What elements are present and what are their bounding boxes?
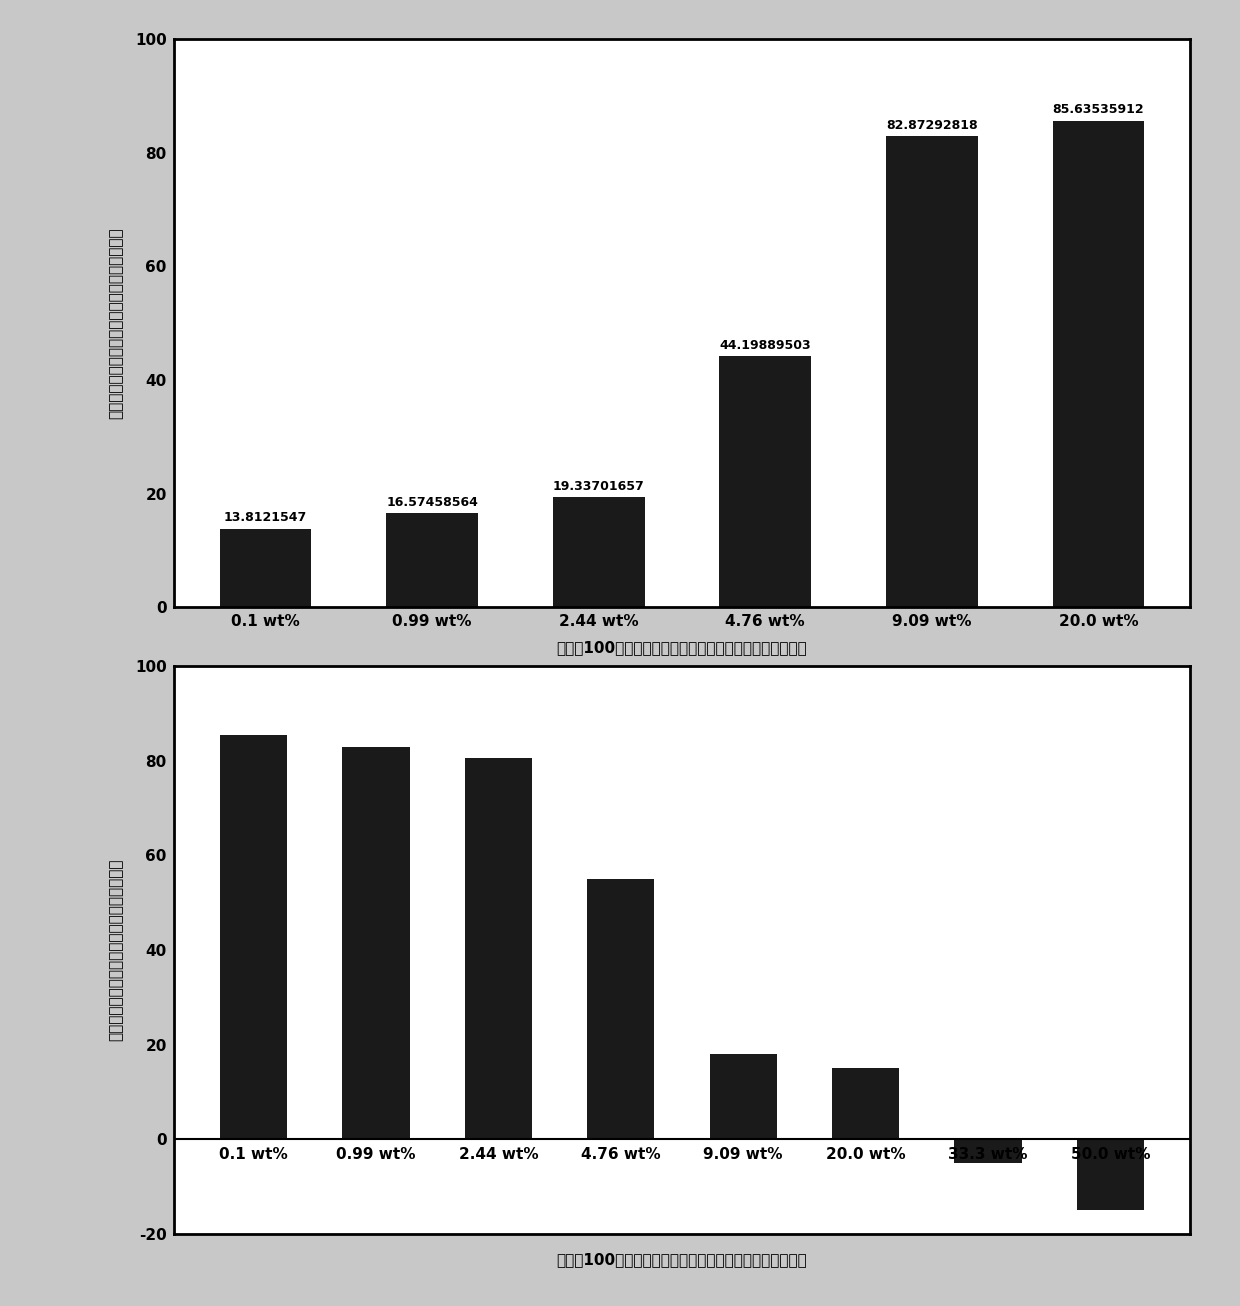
Y-axis label: 附着造影材料之后露出的官能基的比例（％）: 附着造影材料之后露出的官能基的比例（％） bbox=[109, 859, 124, 1041]
Bar bbox=[1053, 120, 1145, 607]
Text: 20.0 wt%: 20.0 wt% bbox=[826, 1147, 905, 1161]
Text: 85.63535912: 85.63535912 bbox=[1053, 103, 1145, 116]
Text: 4.76 wt%: 4.76 wt% bbox=[582, 1147, 661, 1161]
Bar bbox=[342, 747, 409, 1139]
Text: 19.33701657: 19.33701657 bbox=[553, 479, 645, 492]
Bar bbox=[387, 513, 477, 607]
Bar bbox=[553, 498, 645, 607]
Text: 0.99 wt%: 0.99 wt% bbox=[336, 1147, 415, 1161]
Bar bbox=[465, 759, 532, 1139]
Bar bbox=[219, 529, 311, 607]
X-axis label: 相对于100重量份的载体粒子的造影材料的使用比例（％）: 相对于100重量份的载体粒子的造影材料的使用比例（％） bbox=[557, 640, 807, 656]
Bar bbox=[887, 137, 977, 607]
Text: 9.09 wt%: 9.09 wt% bbox=[703, 1147, 782, 1161]
Bar bbox=[832, 1068, 899, 1139]
Text: 0.1 wt%: 0.1 wt% bbox=[219, 1147, 288, 1161]
Bar bbox=[1076, 1139, 1145, 1211]
Bar bbox=[219, 735, 288, 1139]
Text: 50.0 wt%: 50.0 wt% bbox=[1071, 1147, 1151, 1161]
Bar bbox=[587, 879, 655, 1139]
Text: 44.19889503: 44.19889503 bbox=[719, 338, 811, 351]
Text: 16.57458564: 16.57458564 bbox=[386, 495, 479, 508]
X-axis label: 相对于100重量份的载体粒子的造影材料的使用比例（％）: 相对于100重量份的载体粒子的造影材料的使用比例（％） bbox=[557, 1252, 807, 1267]
Text: 33.3 wt%: 33.3 wt% bbox=[949, 1147, 1028, 1161]
Y-axis label: 总能团中附着有造影材料的官能基的比例（％）: 总能团中附着有造影材料的官能基的比例（％） bbox=[109, 227, 124, 419]
Bar bbox=[719, 357, 811, 607]
Text: 2.44 wt%: 2.44 wt% bbox=[459, 1147, 538, 1161]
Text: 82.87292818: 82.87292818 bbox=[887, 119, 977, 132]
Text: 13.8121547: 13.8121547 bbox=[224, 511, 308, 524]
Bar bbox=[709, 1054, 777, 1139]
Bar bbox=[955, 1139, 1022, 1164]
